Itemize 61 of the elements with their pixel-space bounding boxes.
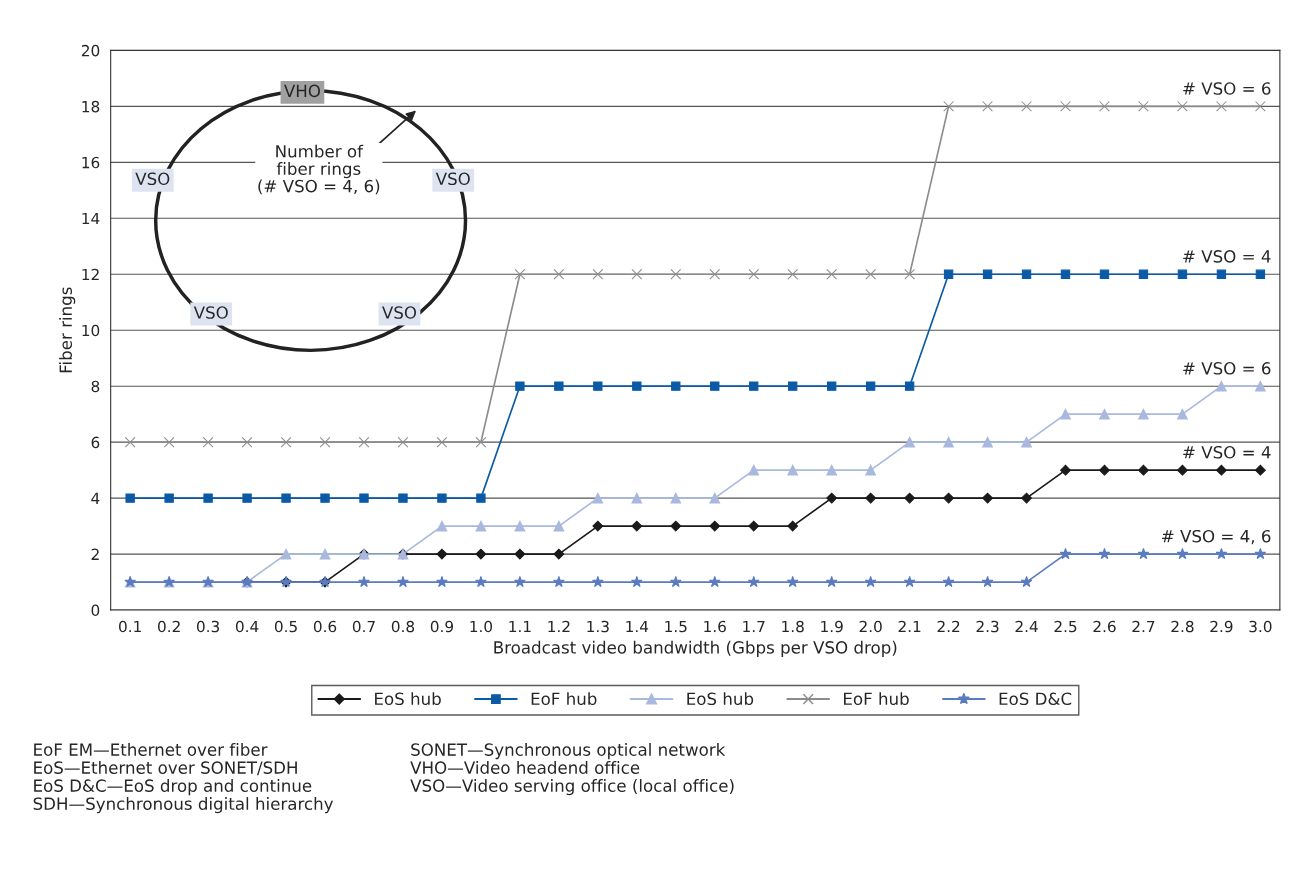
y-tick-label: 6 (91, 436, 100, 449)
legend-label: EoS D&C (999, 692, 1072, 706)
x-tick-label: 1.5 (665, 620, 687, 633)
annotation: # VSO = 4 (1183, 445, 1271, 459)
x-tick-label: 0.8 (391, 620, 415, 633)
annotation: Number of fiber rings (# VSO = 4, 6) (258, 144, 380, 195)
legend-label: EoF hub (844, 692, 909, 706)
text: EoF EM—Ethernet over fiber EoS—Ethernet over SONET/SDH EoS D&C—EoS drop and continue SDH—Synchronous digital hierarchy (33, 743, 334, 814)
x-tick-label: 0.4 (235, 620, 259, 633)
annotation: # VSO = 6 (1183, 362, 1271, 375)
y-tick-label: 16 (82, 156, 100, 169)
legend-label: EoS hub (687, 692, 754, 706)
x-tick-label: 0.2 (157, 620, 180, 633)
y-tick-label: 14 (82, 212, 100, 225)
annotation: VSO (135, 172, 170, 186)
y-tick-label: 18 (82, 100, 100, 113)
y-tick-label: 0 (91, 604, 100, 617)
x-tick-label: 1.6 (704, 620, 726, 633)
x-tick-label: 2.0 (859, 620, 882, 633)
x-tick-label: 2.3 (976, 620, 999, 633)
x-tick-label: 1.1 (509, 620, 531, 633)
y-tick-label: 12 (82, 268, 99, 281)
x-tick-label: 3.0 (1249, 620, 1272, 633)
x-tick-label: 0.9 (430, 620, 454, 633)
x-tick-label: 2.2 (937, 620, 960, 633)
x-tick-label: 2.4 (1015, 620, 1038, 633)
text: SONET—Synchronous optical network VHO—Video headend office VSO—Video serving office (local office) (410, 743, 734, 796)
x-tick-label: 0.5 (274, 620, 297, 633)
x-tick-label: 1.7 (743, 620, 765, 633)
x-tick-label: 1.9 (821, 620, 843, 633)
y-tick-label: 4 (91, 492, 100, 504)
annotation: VHO (284, 84, 321, 98)
y-axis-title: Fiber rings (59, 287, 76, 373)
y-tick-label: 20 (81, 44, 100, 57)
annotation: VSO (193, 306, 228, 319)
x-tick-label: 0.6 (313, 620, 337, 633)
x-tick-label: 2.6 (1093, 620, 1116, 633)
x-tick-label: 1.0 (470, 620, 493, 633)
annotation: # VSO = 6 (1183, 82, 1271, 95)
x-tick-label: 1.3 (587, 620, 609, 633)
y-tick-label: 10 (82, 324, 100, 337)
y-tick-label: 2 (91, 548, 99, 560)
annotation: # VSO = 4, 6 (1162, 529, 1271, 545)
x-tick-label: 0.7 (352, 620, 375, 633)
annotation: VSO (435, 172, 470, 186)
x-tick-label: 2.8 (1171, 620, 1194, 633)
x-tick-label: 0.3 (196, 620, 220, 633)
x-tick-label: 2.9 (1210, 620, 1233, 633)
annotation: VSO (382, 306, 417, 319)
legend-label: EoF hub (531, 692, 597, 706)
x-tick-label: 2.7 (1132, 620, 1155, 633)
x-tick-label: 2.5 (1054, 620, 1077, 633)
x-axis-title: Broadcast video bandwidth (Gbps per VSO drop) (494, 640, 897, 657)
y-tick-label: 8 (91, 380, 100, 393)
x-tick-label: 1.4 (626, 620, 649, 633)
x-tick-label: 1.8 (782, 620, 804, 633)
x-tick-label: 2.1 (898, 620, 921, 633)
annotation: # VSO = 4 (1183, 250, 1271, 263)
legend-label: EoS hub (375, 692, 441, 706)
x-tick-label: 0.1 (119, 620, 141, 633)
x-tick-label: 1.2 (548, 620, 570, 633)
